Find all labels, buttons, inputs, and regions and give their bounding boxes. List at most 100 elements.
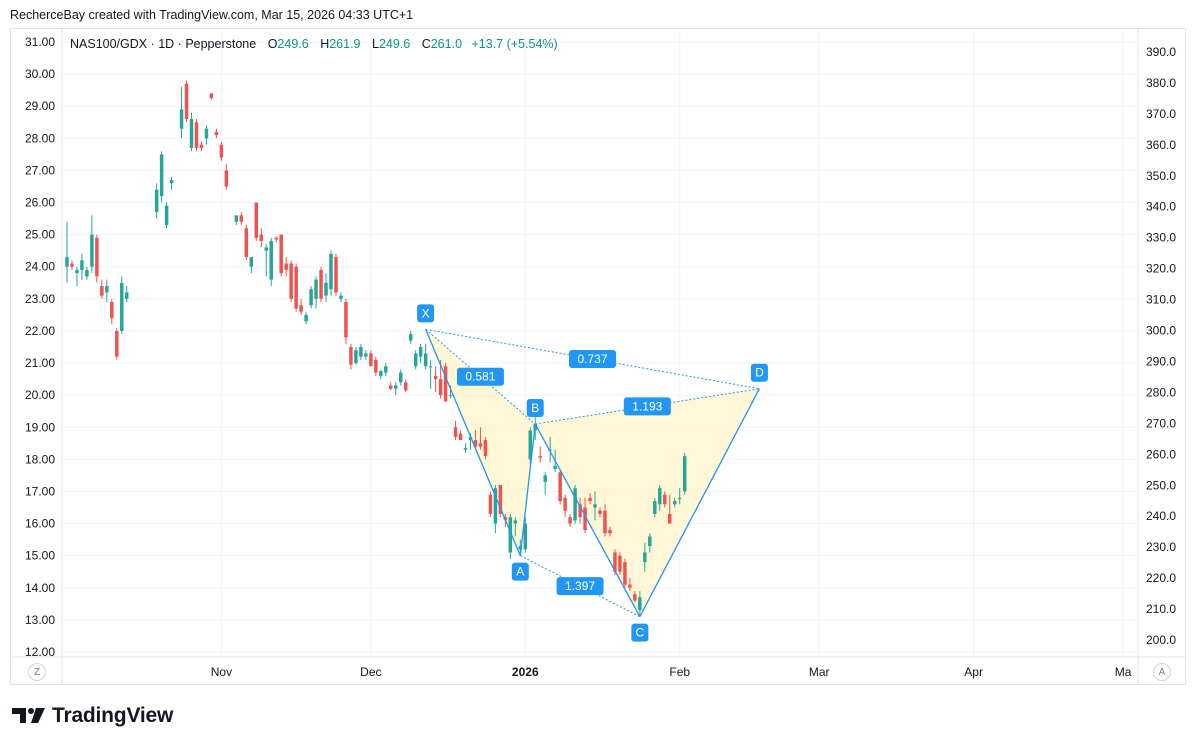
candle-down [199,141,204,152]
candle-body [483,440,488,457]
candle-down [254,202,259,242]
candle-up [672,497,677,508]
candle-body [667,513,672,524]
candle-body [408,334,413,341]
candle-body [85,269,89,277]
pattern-leg-CD [639,388,760,617]
candle-body [658,488,662,505]
axes: 31.00 30.00 29.00 28.00 27.00 26.00 25.00 24.00… [10,29,1186,684]
candle-up [264,244,268,277]
right-axis-tick: 300.0 [1146,324,1176,338]
right-axis-tick: 340.0 [1146,200,1176,214]
candle-down [568,513,572,527]
candle-down [299,298,303,315]
candle-body [682,456,687,492]
left-axis-tick: 31.00 [25,35,55,49]
candle-down [284,257,288,277]
candle-body [100,286,104,296]
left-axis-tick: 27.00 [25,163,55,177]
symbol-title[interactable]: NAS100/GDX · 1D · Pepperstone [70,37,257,51]
candle-up [120,276,124,335]
candle-body [169,180,174,184]
open-label: O [267,37,278,51]
candle-body [628,584,632,588]
right-axis-tick: 290.0 [1146,354,1176,368]
candle-up [304,311,308,325]
candle-up [677,488,682,505]
candle-body [553,465,557,469]
candle-down [453,420,458,441]
right-axis-tick: 390.0 [1146,45,1176,59]
low-label: L [371,37,379,51]
candle-body [643,552,647,563]
candle-body [672,501,677,505]
ratio-label-xd-text: 0.737 [578,352,608,366]
candle-down [70,260,74,270]
candle-body [364,353,368,357]
high-label: H [320,37,330,51]
candle-body [538,456,542,458]
ratio-label-ac: 1.397 [556,577,604,596]
left-axis-tick: 28.00 [25,131,55,145]
candle-up [682,452,687,495]
right-axis-tick: 270.0 [1146,416,1176,430]
left-axis-tick: 22.00 [25,324,55,338]
candle-body [413,353,418,367]
right-axis-tick: 310.0 [1146,293,1176,307]
left-axis-tick: 21.00 [25,356,55,370]
right-axis-tick: 350.0 [1146,169,1176,183]
pattern-leg-AB [519,423,536,556]
candle-down [214,128,219,139]
candle-body [418,347,423,357]
left-axis-tick: 17.00 [25,484,55,498]
left-axis-tick: 13.00 [25,613,55,627]
candle-body [309,289,313,306]
candle-body [389,385,393,389]
candle-down [184,80,189,123]
candle-down [219,141,224,161]
candle-body [453,427,458,437]
auto-scale-button[interactable]: A [1153,663,1171,681]
candle-body [603,510,607,534]
left-axis-tick: 18.00 [25,452,55,466]
candle-up [154,183,159,219]
candle-body [384,366,388,373]
candle-body [498,485,503,514]
candle-down [244,225,249,261]
candle-body [648,536,652,547]
ratio-label-bd: 1.193 [623,397,671,416]
x-axis-tick: Ma [1115,665,1132,679]
candle-body [677,497,682,499]
candle-body [403,382,408,391]
right-axis-tick: 200.0 [1146,633,1176,647]
pattern-point-x: X [417,304,435,323]
candle-body [334,257,338,293]
candle-body [394,385,398,389]
candle-up [418,343,423,364]
high-value: 261.9 [329,37,361,51]
candle-body [493,488,498,524]
candle-body [488,494,493,514]
candle-body [448,395,453,397]
ratio-label-xd-bg [569,350,617,369]
candle-down [578,497,582,524]
candle-up [513,517,518,537]
candle-body [598,510,602,514]
candle-body [164,205,169,225]
candle-body [458,433,463,441]
candle-up [179,86,184,139]
zoom-reset-button[interactable]: Z [28,663,46,681]
candle-up [204,125,209,145]
candle-body [653,501,657,514]
candle-body [189,119,194,148]
candle-body [463,448,468,450]
pattern-point-d: D [750,363,768,382]
candle-body [638,597,642,611]
candle-up [309,286,313,309]
candle-body [279,234,283,274]
candle-body [244,228,249,258]
right-axis-tick: 240.0 [1146,509,1176,523]
right-axis-tick: 210.0 [1146,602,1176,616]
left-axis-tick: 16.00 [25,517,55,531]
